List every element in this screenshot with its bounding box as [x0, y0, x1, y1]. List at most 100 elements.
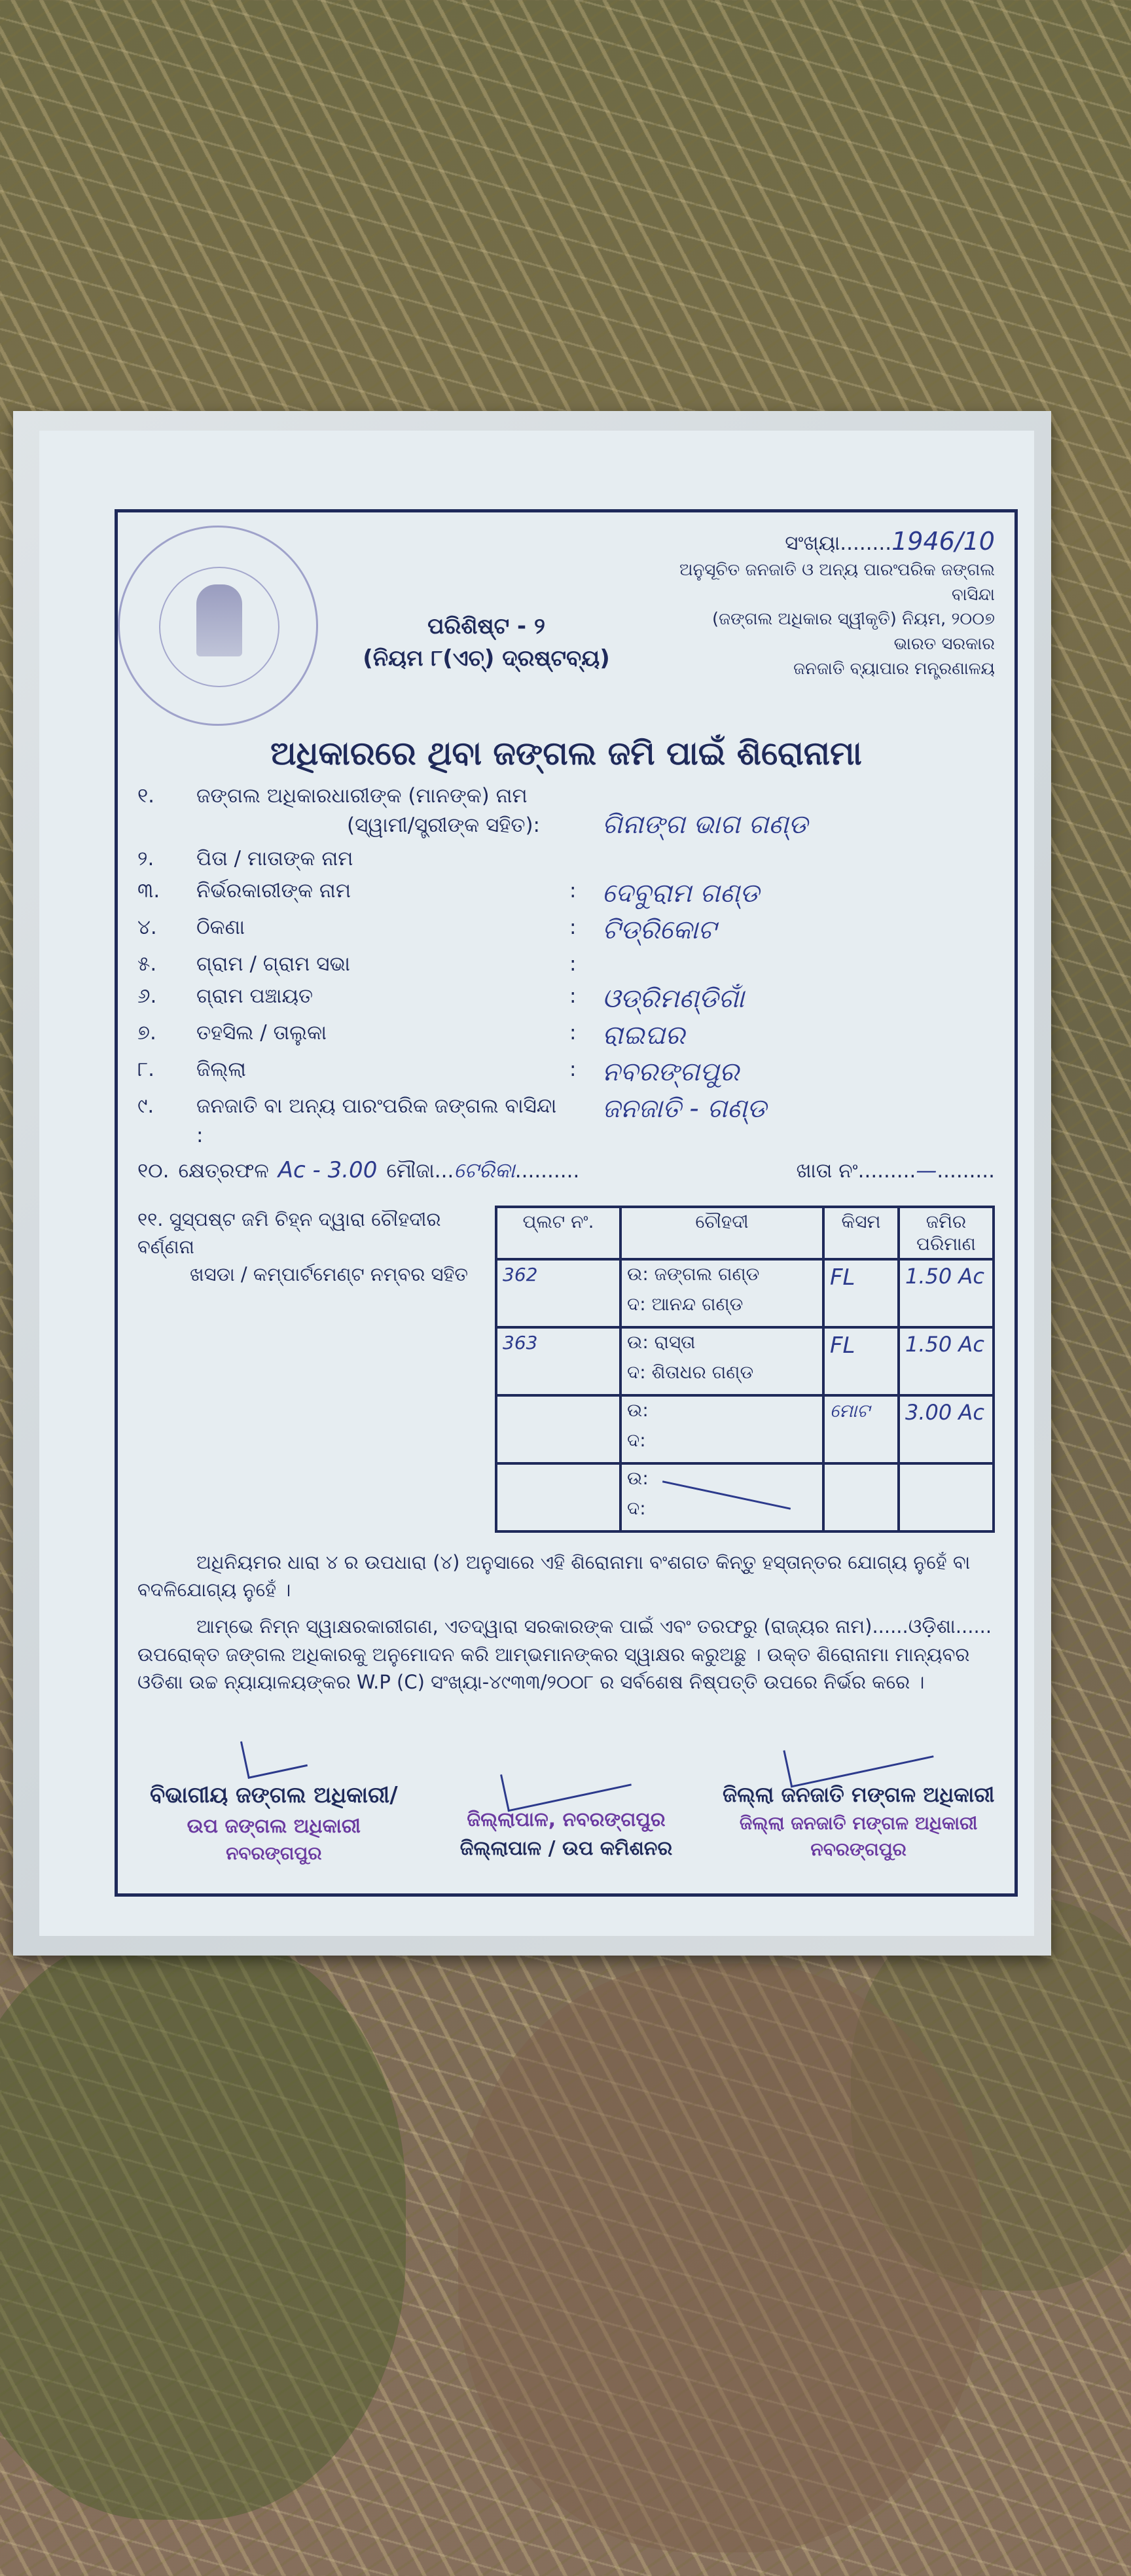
para2-line3: ନ୍ୟାୟାଳୟଙ୍କର W.P (C) ସଂଖ୍ୟା-୪୯୩୩/୨୦୦୮ ର … — [224, 1671, 925, 1694]
field-3-label: ନିର୍ଭରକାରୀଙ୍କ ନାମ — [196, 878, 351, 903]
header-right: ସଂଖ୍ୟା........1946/10 ଅନୁସୂଚିତ ଜନଜାତି ଓ … — [655, 526, 995, 681]
signatory-2-line2: ଜିଲ୍ଲାପାଳ / ଉପ କମିଶନର — [459, 1836, 673, 1860]
field-8-number: ୮. — [137, 1057, 155, 1081]
header-right-2: (ଜଙ୍ଗଲ ଅଧିକାର ସ୍ୱୀକୃତି) ନିୟମ, ୨୦୦୭ — [712, 609, 995, 630]
field-4-value: ଟିଡ୍ରିକୋଟ — [602, 914, 717, 945]
field-4-value-cell: ଟିଡ୍ରିକୋଟ — [602, 913, 995, 947]
signatory-3-line2: ଜିଲ୍ଲା ଜନଜାତି ମଙ୍ଗଳ ଅଧିକାରୀ — [739, 1812, 978, 1834]
kisam: FL — [822, 1325, 900, 1397]
official-seal — [118, 526, 318, 726]
signature-welfare-officer — [783, 1720, 934, 1788]
kisam — [822, 1461, 900, 1533]
header-area: ଜମିର ପରିମାଣ — [897, 1205, 995, 1261]
grass-patch — [458, 1963, 982, 2552]
plot-no — [495, 1393, 622, 1465]
header-plot-no: ପ୍ଲଟ ନଂ. — [495, 1205, 622, 1261]
boundary-number: ୧୧. — [137, 1208, 164, 1230]
dots: ......... — [937, 1158, 995, 1183]
signature-collector — [500, 1748, 632, 1812]
khata-label: ଖାତା ନଂ — [796, 1158, 858, 1183]
para1-line2: ବଦଳିଯୋଗ୍ୟ ନୁହେଁ । — [137, 1578, 291, 1601]
north-boundary: ଉ: — [627, 1399, 649, 1421]
document-border: ପରିଶିଷ୍ଟ - ୨ (ନିୟମ ୮(ଏଚ୍) ଦ୍ରଷ୍ଟବ୍ୟ) ସଂଖ… — [115, 509, 1018, 1897]
field-6-number: ୬. — [137, 984, 157, 1008]
field-7-colon: : — [569, 1020, 577, 1045]
para1-line1: ଅଧିନିୟମର ଧାରା ୪ ର ଉପଧାରା (୪) ଅନୁସାରେ ଏହି… — [196, 1550, 971, 1573]
field-1-sublabel: (ସ୍ୱାମୀ/ସ୍ତ୍ରୀଙ୍କ ସହିତ): — [347, 813, 540, 837]
kisam: FL — [822, 1257, 900, 1329]
signatory-1: ବିଭାଗୀୟ ଜଙ୍ଗଲ ଅଧିକାରୀ/ ଉପ ଜଙ୍ଗଲ ଅଧିକାରୀ … — [137, 1729, 410, 1867]
plot-table: ପ୍ଲଟ ନଂ. ଚୌହଦୀ କିସମ ଜମିର ପରିମାଣ 362 ଉ: ଜ… — [495, 1205, 995, 1533]
south-boundary: ଦ: ଆନନ୍ଦ ଗଣ୍ଡ — [627, 1293, 744, 1315]
khata-value: — — [916, 1157, 937, 1183]
field-8-colon: : — [569, 1057, 577, 1081]
para1: ଅଧିନିୟମର ଧାରା ୪ ର ଉପଧାରା (୪) ଅନୁସାରେ ଏହି… — [137, 1548, 995, 1603]
plot-no — [495, 1461, 622, 1533]
field-1-value-cell: ଗିନାଙ୍ଗ ଭାଗ ଗଣ୍ଡ — [602, 781, 995, 842]
field-2-value-cell — [602, 844, 995, 857]
header-kisam: କିସମ — [822, 1205, 900, 1261]
mouza-group: ମୌଜା...ଟେରିକା.......... — [386, 1156, 579, 1186]
field-5-value-cell — [602, 950, 995, 962]
table-row: 363 ଉ: ରାସ୍ତା ଦ: ଶିତାଧର ଗଣ୍ଡ FL 1.50 Ac — [495, 1325, 995, 1397]
total-area: 3.00 Ac — [897, 1393, 995, 1465]
rule-reference: (ନିୟମ ୮(ଏଚ୍) ଦ୍ରଷ୍ଟବ୍ୟ) — [363, 645, 610, 672]
field-9-value: ଜନଜାତି - ଗଣ୍ଡ — [602, 1093, 766, 1124]
field-9-number: ୯. — [137, 1094, 154, 1118]
serial-number: ସଂଖ୍ୟା........1946/10 — [655, 526, 995, 558]
field-8-label: ଜିଲ୍ଲା — [196, 1057, 246, 1081]
field-7-value-cell: ରାଇଘର — [602, 1018, 995, 1052]
para2-text: ଆମ୍ଭେ ନିମ୍ନ ସ୍ୱାକ୍ଷରକାରୀଗଣ, ଏତଦ୍ୱାରା ସରକ… — [196, 1615, 872, 1637]
field-8-value: ନବରଙ୍ଗପୁର — [602, 1056, 740, 1087]
north-boundary: ଉ: ଜଙ୍ଗଲ ଗଣ୍ଡ — [627, 1262, 760, 1285]
table-row: ଉ: ଦ: ମୋଟ 3.00 Ac — [495, 1393, 995, 1465]
dots: ...... — [955, 1615, 992, 1637]
signatory-1-line3: ନବରଙ୍ଗପୁର — [226, 1842, 322, 1865]
field-3-number: ୩. — [137, 878, 160, 903]
field-7-value: ରାଇଘର — [602, 1020, 685, 1050]
khata-row: ଖାତା ନଂ.........—......... — [797, 1156, 995, 1186]
area-row: ୧୦. କ୍ଷେତ୍ରଫଳ Ac - 3.00 ମୌଜା...ଟେରିକା...… — [137, 1156, 995, 1186]
field-3-colon: : — [569, 878, 577, 903]
dots: ........ — [840, 531, 892, 555]
header-right-1: ଅନୁସୂଚିତ ଜନଜାତି ଓ ଅନ୍ୟ ପାରଂପରିକ ଜଙ୍ଗଲ ବା… — [679, 560, 995, 605]
document-card: ପରିଶିଷ୍ଟ - ୨ (ନିୟମ ୮(ଏଚ୍) ଦ୍ରଷ୍ଟବ୍ୟ) ସଂଖ… — [39, 431, 1034, 1936]
plot-no: 363 — [495, 1325, 622, 1397]
field-2-number: ୨. — [137, 847, 154, 870]
signatory-1-line1: ବିଭାଗୀୟ ଜଙ୍ଗଲ ଅଧିକାରୀ/ — [150, 1782, 398, 1809]
dots: ......... — [857, 1158, 916, 1183]
page-title: ଅଧିକାରରେ ଥିବା ଜଙ୍ଗଲ ଜମି ପାଇଁ ଶିରୋନାମା — [270, 734, 862, 772]
field-9-value-cell: ଜନଜାତି - ଗଣ୍ଡ — [602, 1092, 995, 1126]
north-boundary: ଉ: ରାସ୍ତା — [627, 1331, 696, 1353]
signatory-2-line1: ଜିଲ୍ଲାପାଳ, ନବରଙ୍ଗପୁର — [467, 1808, 666, 1832]
grass-patch — [851, 1898, 1131, 2291]
field-6-label: ଗ୍ରାମ ପଞ୍ଚାୟତ — [196, 984, 314, 1008]
dots: ...... — [872, 1615, 908, 1637]
dots: .......... — [514, 1158, 580, 1183]
signatory-3-line3: ନବରଙ୍ଗପୁର — [810, 1838, 907, 1861]
land-area — [897, 1461, 995, 1533]
field-1-number: ୧. — [137, 784, 155, 808]
para2: ଆମ୍ଭେ ନିମ୍ନ ସ୍ୱାକ୍ଷରକାରୀଗଣ, ଏତଦ୍ୱାରା ସରକ… — [137, 1613, 995, 1696]
land-area: 1.50 Ac — [897, 1257, 995, 1329]
boundary-cell: ଉ: ଦ: — [619, 1461, 825, 1533]
mouza-label: ମୌଜା — [386, 1158, 435, 1183]
field-9-label: ଜନଜାତି ବା ଅନ୍ୟ ପାରଂପରିକ ଜଙ୍ଗଲ ବାସିନ୍ଦା : — [196, 1094, 557, 1147]
header-boundary: ଚୌହଦୀ — [619, 1205, 825, 1261]
south-boundary: ଦ: — [627, 1429, 646, 1451]
table-header-row: ପ୍ଲଟ ନଂ. ଚୌହଦୀ କିସମ ଜମିର ପରିମାଣ — [495, 1205, 995, 1261]
plot-no: 362 — [495, 1257, 622, 1329]
north-boundary: ଉ: — [627, 1467, 649, 1489]
serial-value: 1946/10 — [891, 527, 995, 556]
table-row: 362 ଉ: ଜଙ୍ଗଲ ଗଣ୍ଡ ଦ: ଆନନ୍ଦ ଗଣ୍ଡ FL 1.50 A… — [495, 1257, 995, 1329]
field-1-label: ଜଙ୍ଗଲ ଅଧିକାରଧାରୀଙ୍କ (ମାନଙ୍କ) ନାମ — [196, 784, 528, 808]
field-1-labels: ଜଙ୍ଗଲ ଅଧିକାରଧାରୀଙ୍କ (ମାନଙ୍କ) ନାମ (ସ୍ୱାମୀ… — [196, 781, 563, 840]
declaration-paragraphs: ଅଧିନିୟମର ଧାରା ୪ ର ଉପଧାରା (୪) ଅନୁସାରେ ଏହି… — [137, 1548, 995, 1696]
dots: ... — [434, 1158, 454, 1183]
field-7-label: ତହସିଲ / ତାଲୁକା — [196, 1020, 327, 1045]
field-3-value: ଦେବୁରାମ ଗଣ୍ଡ — [602, 878, 759, 908]
boundary-sublabel: ଖସଡା / କମ୍ପାର୍ଟମେଣ୍ଟ ନମ୍ବର ସହିତ — [190, 1262, 469, 1285]
field-6-colon: : — [569, 984, 577, 1008]
header-right-3: ଭାରତ ସରକାର — [893, 634, 995, 654]
header-right-4: ଜନଜାତି ବ୍ୟାପାର ମନ୍ତ୍ରଣାଳୟ — [793, 658, 995, 679]
